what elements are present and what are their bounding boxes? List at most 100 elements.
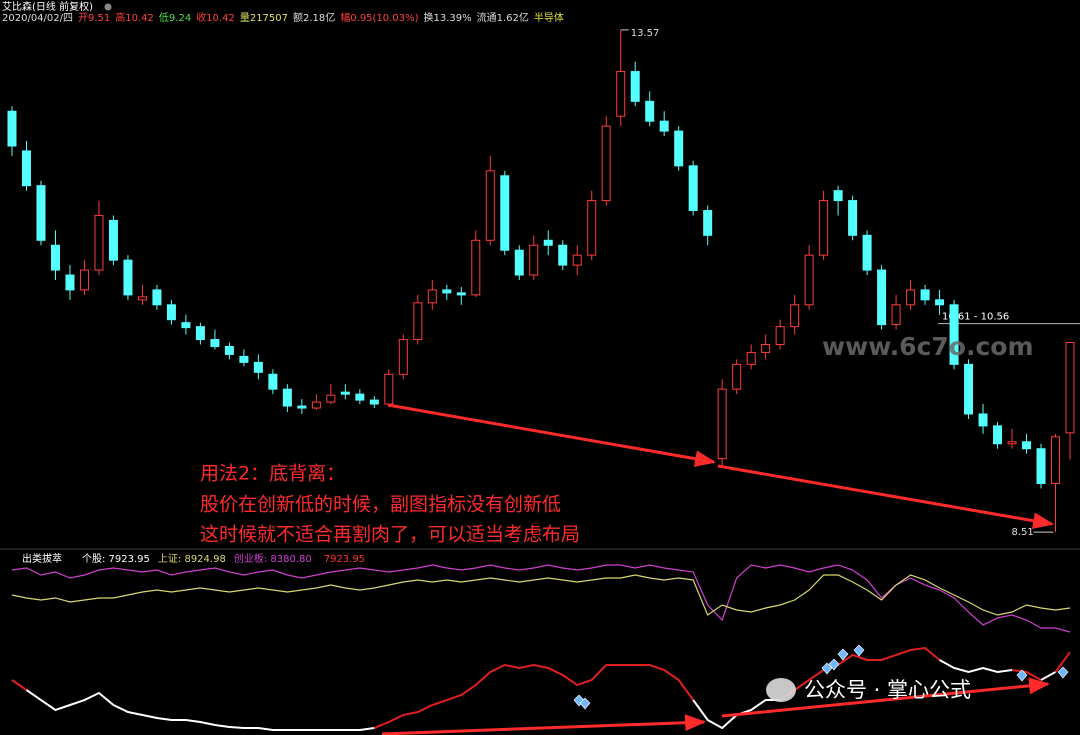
candle-body bbox=[978, 413, 988, 427]
signal-diamond bbox=[1016, 669, 1028, 682]
candle-body bbox=[935, 299, 945, 306]
candle-body bbox=[746, 351, 756, 365]
candle-body bbox=[311, 401, 321, 409]
quote-item: 高10.42 bbox=[115, 11, 154, 24]
candle-body bbox=[456, 292, 466, 296]
latest-value: 7923.95 bbox=[324, 554, 365, 565]
candle-body bbox=[775, 326, 785, 346]
candle-body bbox=[181, 322, 191, 329]
indicator-title: 出类拔萃 bbox=[22, 552, 62, 565]
candle-body bbox=[920, 289, 930, 301]
quote-item: 额2.18亿 bbox=[293, 11, 335, 24]
candle-body bbox=[79, 269, 89, 291]
candle-body bbox=[268, 373, 278, 390]
indicator-line bbox=[11, 574, 1071, 616]
candle-body bbox=[210, 339, 220, 347]
signal-diamond bbox=[828, 658, 840, 671]
settings-icon[interactable] bbox=[104, 3, 112, 11]
candle-body bbox=[906, 289, 916, 306]
candle-body bbox=[7, 110, 17, 147]
indicator-line bbox=[1054, 651, 1071, 673]
candle-body bbox=[688, 165, 698, 212]
quote-item: 幅0.95(10.03%) bbox=[340, 11, 418, 24]
quote-item: 量217507 bbox=[240, 12, 288, 24]
quote-item: 换13.39% bbox=[423, 11, 471, 24]
candle-body bbox=[587, 200, 597, 256]
candle-body bbox=[224, 345, 234, 355]
candle-body bbox=[427, 289, 437, 304]
wechat-icon bbox=[766, 678, 796, 702]
quote-item: 开9.51 bbox=[78, 13, 110, 24]
candle-body bbox=[601, 125, 611, 202]
candle-body bbox=[384, 373, 394, 405]
candle-body bbox=[36, 185, 46, 241]
candle-body bbox=[674, 130, 684, 167]
candle-body bbox=[703, 210, 713, 236]
candle-body bbox=[398, 339, 408, 375]
candle-body bbox=[195, 326, 205, 341]
candle-body bbox=[877, 269, 887, 326]
candle-body bbox=[1022, 441, 1032, 450]
main-panel: 10.61 - 10.56 13.57 8.51 bbox=[7, 28, 1080, 538]
candle-body bbox=[123, 259, 133, 296]
quote-item: 流通1.62亿 bbox=[477, 11, 529, 24]
candle-body bbox=[848, 200, 858, 236]
candle-body bbox=[485, 170, 495, 241]
legend-entry: 个股: 7923.95 bbox=[82, 553, 150, 565]
candle-body bbox=[543, 239, 553, 246]
quote-bar: 2020/04/02/四 开9.51 高10.42 低9.24 收10.42 量21750… bbox=[2, 11, 564, 24]
indicator-line bbox=[373, 663, 694, 729]
note-line: 股价在创新低的时候，副图指标没有创新低 bbox=[200, 494, 561, 516]
signal-diamond bbox=[579, 697, 591, 710]
candle-body bbox=[862, 234, 872, 271]
candle-body bbox=[761, 344, 771, 353]
candle-body bbox=[282, 388, 292, 407]
candle-body bbox=[253, 361, 263, 373]
indicator-line bbox=[1040, 671, 1056, 681]
signal-diamond bbox=[853, 644, 865, 657]
signal-diamond bbox=[837, 648, 849, 661]
indicator-line bbox=[939, 659, 1013, 674]
candle-body bbox=[340, 391, 350, 395]
indicator-arrow bbox=[721, 677, 1051, 718]
candle-body bbox=[1065, 342, 1075, 434]
candle-body bbox=[166, 304, 176, 321]
candle-body bbox=[297, 405, 307, 409]
indicator-arrow bbox=[381, 714, 707, 735]
indicator-line bbox=[25, 689, 375, 732]
candle-body bbox=[442, 289, 452, 294]
candle-body bbox=[50, 244, 60, 271]
indicator-line bbox=[779, 646, 941, 701]
signal-icons bbox=[573, 644, 1069, 710]
note-line: 这时候就不适合再割肉了，可以适当考虑布局 bbox=[200, 524, 580, 546]
quote-item: 2020/04/02/四 bbox=[2, 13, 73, 24]
candle-body bbox=[529, 244, 539, 276]
candle-body bbox=[949, 304, 959, 365]
low-label: 8.51 bbox=[1012, 527, 1034, 538]
candle-body bbox=[790, 304, 800, 328]
divergence-arrow bbox=[387, 403, 717, 468]
candle-body bbox=[355, 393, 365, 401]
candle-body bbox=[572, 254, 582, 266]
candle-body bbox=[964, 363, 974, 415]
candle-body bbox=[21, 150, 31, 187]
candle-body bbox=[137, 296, 147, 301]
candle-body bbox=[94, 214, 104, 271]
candle-body bbox=[616, 71, 626, 117]
candle-body bbox=[558, 244, 568, 266]
legend-entry: 创业板: 8380.80 bbox=[234, 552, 312, 565]
candle-body bbox=[65, 274, 75, 291]
candle-body bbox=[819, 200, 829, 256]
candle-body bbox=[152, 289, 162, 306]
note-line: 用法2：底背离： bbox=[200, 463, 345, 485]
indicator-panel: 出类拔萃 个股: 7923.95 上证: 8924.98 创业板: 8380.80 79… bbox=[11, 552, 1071, 732]
candle-body bbox=[659, 120, 669, 132]
price-line-label: 10.61 - 10.56 bbox=[942, 312, 1009, 323]
candle-body bbox=[500, 175, 510, 251]
quote-item: 收10.42 bbox=[196, 11, 235, 24]
candle-body bbox=[717, 388, 727, 460]
candle-body bbox=[1007, 441, 1017, 445]
candle-body bbox=[804, 254, 814, 306]
quote-item: 低9.24 bbox=[159, 11, 191, 24]
